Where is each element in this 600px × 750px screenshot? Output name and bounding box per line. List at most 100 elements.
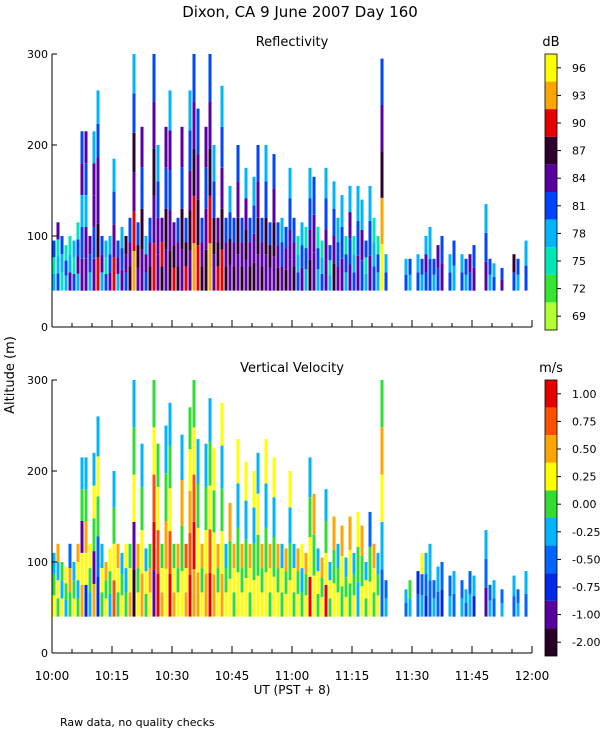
heatmap-cell (56, 273, 60, 291)
heatmap-cell (260, 217, 264, 243)
heatmap-cell (260, 242, 264, 267)
heatmap-cell (272, 497, 276, 537)
heatmap-cell (468, 254, 472, 273)
heatmap-cell (328, 580, 332, 599)
heatmap-cell (256, 534, 260, 576)
heatmap-cell (72, 240, 76, 258)
heatmap-cell (272, 188, 276, 223)
heatmap-cell (404, 603, 408, 617)
heatmap-cell (208, 441, 212, 486)
heatmap-cell (256, 217, 260, 255)
heatmap-cell (260, 543, 264, 569)
heatmap-cell (432, 274, 436, 291)
heatmap-cell (128, 242, 132, 267)
heatmap-cell (344, 272, 348, 291)
heatmap-cell (152, 569, 156, 617)
heatmap-cell (204, 443, 208, 487)
heatmap-cell (500, 603, 504, 617)
heatmap-cell (64, 583, 68, 600)
colorbar-swatch (545, 545, 557, 574)
heatmap-cell (364, 598, 368, 617)
heatmap-cell (196, 199, 200, 246)
y-tick-label: 100 (27, 230, 48, 243)
heatmap-cell (116, 592, 120, 617)
heatmap-cell (460, 272, 464, 291)
colorbar-tick-label: 0.25 (572, 471, 597, 484)
heatmap-cell (296, 593, 300, 617)
colorbar-swatch (545, 109, 557, 137)
heatmap-cell (100, 592, 104, 617)
heatmap-cell (272, 576, 276, 617)
heatmap-cell (172, 543, 176, 569)
heatmap-cell (344, 557, 348, 578)
heatmap-cell (208, 101, 212, 149)
heatmap-cell (168, 488, 172, 532)
heatmap-cell (328, 562, 332, 581)
heatmap-cell (352, 595, 356, 617)
heatmap-cell (364, 580, 368, 599)
heatmap-cell (76, 273, 80, 291)
heatmap-cell (236, 181, 240, 218)
heatmap-cell (188, 90, 192, 131)
heatmap-cell (192, 522, 196, 570)
heatmap-cell (324, 584, 328, 617)
heatmap-cell (160, 242, 164, 267)
colorbar-tick-label: 1.00 (572, 388, 597, 401)
heatmap-cell (368, 185, 372, 221)
colorbar-swatch (545, 192, 557, 220)
colorbar-swatch (545, 380, 557, 408)
heatmap-cell (472, 596, 476, 617)
heatmap-cell (244, 167, 248, 199)
heatmap-cell (360, 555, 364, 587)
heatmap-cell (268, 592, 272, 617)
heatmap-cell (188, 532, 192, 575)
heatmap-cell (352, 552, 356, 575)
heatmap-cell (252, 176, 256, 206)
heatmap-cell (132, 427, 136, 475)
heatmap-cell (204, 530, 208, 574)
heatmap-cell (176, 568, 180, 593)
heatmap-cell (516, 274, 520, 291)
heatmap-cell (152, 522, 156, 570)
heatmap-cell (244, 229, 248, 260)
heatmap-cell (80, 489, 84, 521)
heatmap-cell (212, 574, 216, 617)
heatmap-cell (276, 222, 280, 246)
heatmap-cell (84, 258, 88, 291)
heatmap-cell (96, 123, 100, 158)
heatmap-cell (172, 592, 176, 617)
heatmap-cell (408, 274, 412, 291)
heatmap-cell (492, 580, 496, 599)
heatmap-cell (344, 236, 348, 255)
heatmap-cell (60, 272, 64, 291)
heatmap-cell (124, 592, 128, 617)
heatmap-cell (264, 527, 268, 573)
heatmap-cell (316, 593, 320, 617)
heatmap-cell (336, 592, 340, 617)
heatmap-cell (140, 167, 144, 209)
x-tick-label: 10:30 (155, 669, 190, 683)
heatmap-cell (220, 208, 224, 250)
heatmap-cell (192, 569, 196, 617)
heatmap-cell (320, 257, 324, 274)
heatmap-cell (524, 593, 528, 617)
colorbar-tick-label: -1.00 (572, 609, 600, 622)
heatmap-cell (92, 195, 96, 227)
heatmap-cell (236, 254, 240, 291)
heatmap-cell (292, 568, 296, 593)
heatmap-cell (380, 474, 384, 522)
heatmap-cell (224, 242, 228, 267)
y-tick-label: 300 (27, 374, 48, 387)
heatmap-cell (484, 261, 488, 291)
heatmap-cell (380, 197, 384, 245)
heatmap-cell (284, 571, 288, 594)
heatmap-cell (416, 593, 420, 617)
heatmap-cell (468, 272, 472, 291)
heatmap-cell (192, 427, 196, 475)
heatmap-cell (96, 190, 100, 224)
heatmap-cell (420, 274, 424, 291)
heatmap-cell (196, 245, 200, 291)
heatmap-cell (484, 233, 488, 262)
heatmap-cell (328, 598, 332, 617)
heatmap-cell (272, 457, 276, 498)
